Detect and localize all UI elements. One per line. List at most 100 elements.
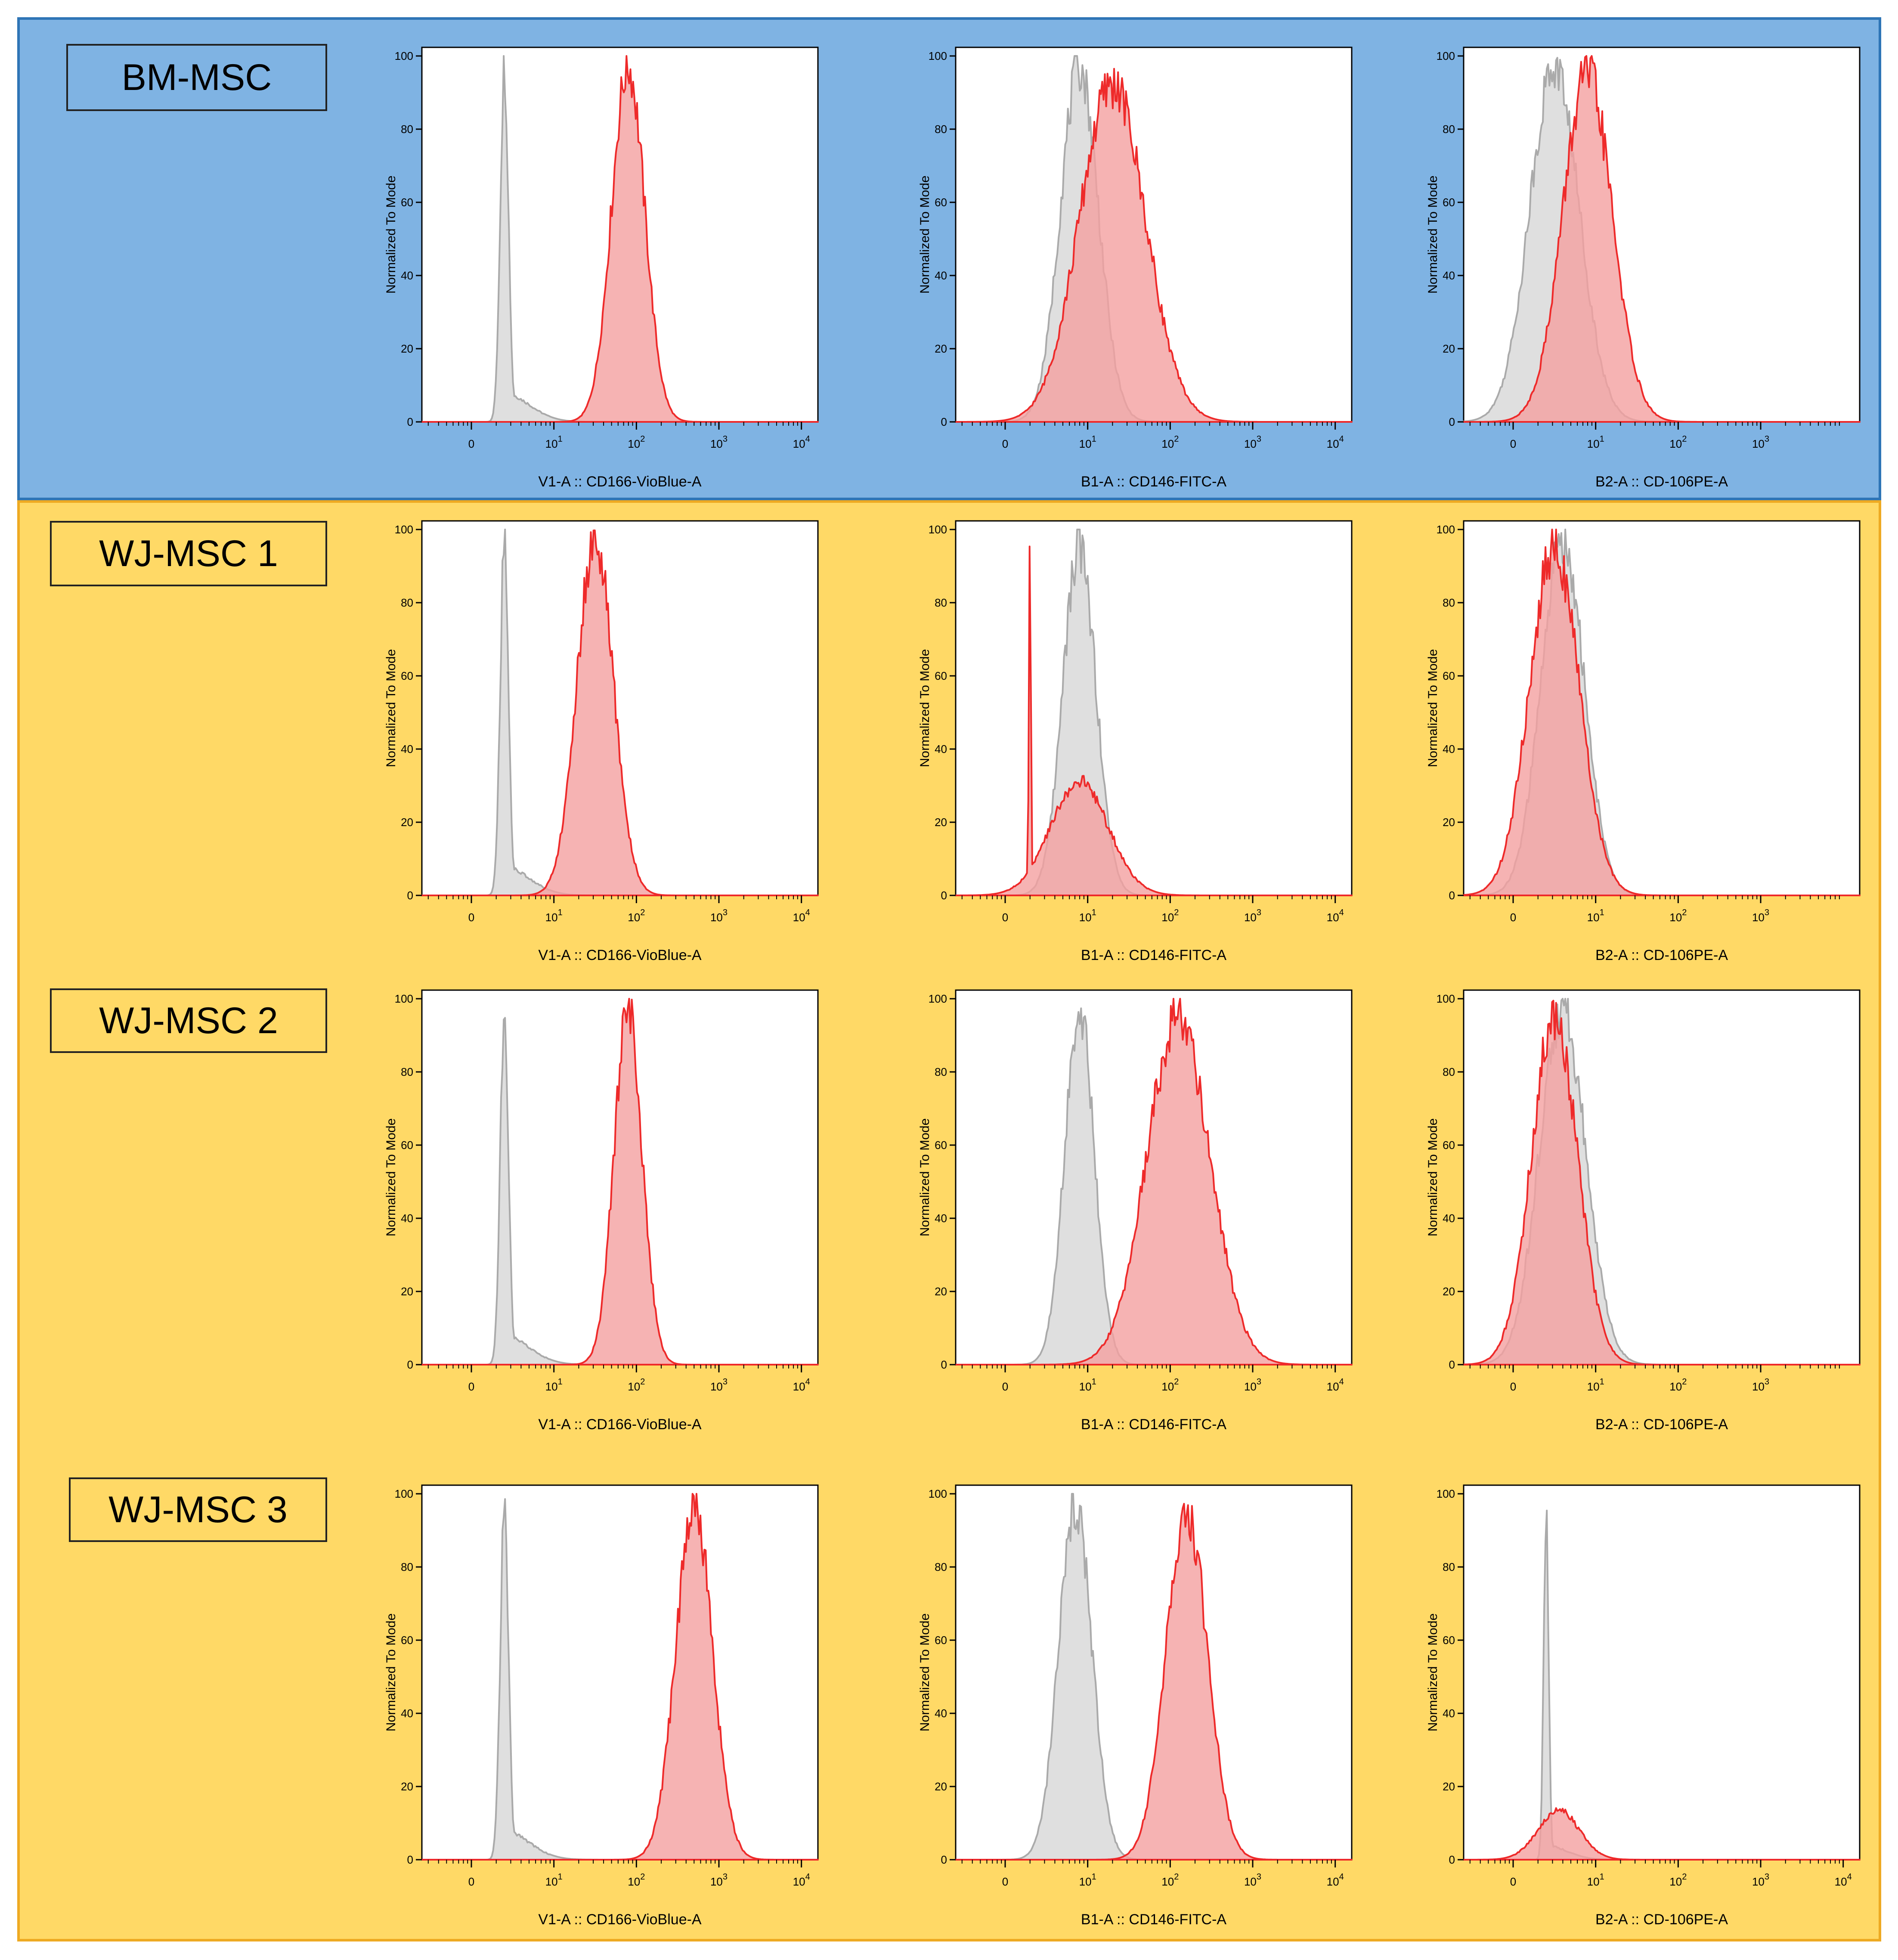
row-label-text: BM-MSC bbox=[121, 56, 272, 98]
x-tick-label: 103 bbox=[1244, 1377, 1261, 1393]
x-axis-label: B2-A :: CD-106PE-A bbox=[1595, 1416, 1728, 1433]
y-tick-label: 20 bbox=[935, 1780, 947, 1793]
y-tick-label: 20 bbox=[935, 342, 947, 355]
y-tick-label: 80 bbox=[935, 123, 947, 136]
y-tick-label: 40 bbox=[401, 269, 413, 282]
x-tick-label: 101 bbox=[1079, 908, 1096, 924]
y-axis-label: Normalized To Mode bbox=[918, 1613, 932, 1732]
sample-histogram bbox=[1463, 1000, 1861, 1365]
x-tick-label: 104 bbox=[1327, 1377, 1344, 1393]
x-tick-label: 101 bbox=[545, 1872, 563, 1888]
y-tick-label: 40 bbox=[1443, 743, 1455, 756]
y-tick-label: 40 bbox=[935, 269, 947, 282]
y-axis-label: Normalized To Mode bbox=[918, 1118, 932, 1237]
y-tick-label: 100 bbox=[929, 1487, 947, 1500]
x-tick-label: 104 bbox=[1327, 908, 1344, 924]
y-tick-label: 100 bbox=[1437, 523, 1455, 536]
x-tick-label: 103 bbox=[710, 1377, 728, 1393]
x-tick-label: 101 bbox=[1587, 908, 1604, 924]
plot-area bbox=[1463, 1484, 1861, 1861]
x-tick-label: 0 bbox=[1002, 1875, 1008, 1888]
y-tick-label: 20 bbox=[1443, 342, 1455, 355]
x-tick-label: 104 bbox=[1835, 1872, 1852, 1888]
x-axis-label: B2-A :: CD-106PE-A bbox=[1595, 1911, 1728, 1928]
sample-histogram bbox=[421, 529, 819, 896]
x-tick-label: 101 bbox=[1079, 1872, 1096, 1888]
x-axis-label: B1-A :: CD146-FITC-A bbox=[1081, 1416, 1227, 1433]
y-axis-label: Normalized To Mode bbox=[1426, 1118, 1440, 1237]
row-label-bm-msc: BM-MSC bbox=[66, 44, 327, 111]
y-tick-label: 80 bbox=[1443, 123, 1455, 136]
x-tick-label: 101 bbox=[545, 434, 563, 450]
y-tick-label: 0 bbox=[407, 1358, 413, 1371]
x-tick-label: 102 bbox=[628, 1872, 645, 1888]
x-tick-label: 0 bbox=[1510, 1380, 1516, 1393]
x-tick-label: 0 bbox=[1002, 437, 1008, 450]
x-axis-label: V1-A :: CD166-VioBlue-A bbox=[538, 947, 702, 963]
x-tick-label: 103 bbox=[1244, 1872, 1261, 1888]
x-tick-label: 103 bbox=[710, 1872, 728, 1888]
x-axis-label: B2-A :: CD-106PE-A bbox=[1595, 474, 1728, 490]
y-tick-label: 20 bbox=[401, 816, 413, 829]
x-tick-label: 103 bbox=[1752, 434, 1769, 450]
x-tick-label: 101 bbox=[545, 1377, 563, 1393]
sample-histogram bbox=[421, 998, 819, 1365]
y-tick-label: 40 bbox=[935, 1707, 947, 1720]
y-axis-label: Normalized To Mode bbox=[384, 176, 398, 294]
y-tick-label: 0 bbox=[407, 889, 413, 902]
y-tick-label: 80 bbox=[935, 1561, 947, 1573]
y-tick-label: 20 bbox=[1443, 816, 1455, 829]
y-tick-label: 60 bbox=[935, 1634, 947, 1647]
x-tick-label: 102 bbox=[1161, 1872, 1179, 1888]
x-tick-label: 101 bbox=[1587, 434, 1604, 450]
plot-area bbox=[421, 1484, 819, 1861]
row-label-text: WJ-MSC 1 bbox=[99, 533, 278, 574]
y-tick-label: 40 bbox=[401, 743, 413, 756]
y-axis-label: Normalized To Mode bbox=[384, 1118, 398, 1237]
y-tick-label: 60 bbox=[935, 669, 947, 682]
sample-histogram bbox=[955, 545, 1353, 896]
x-tick-label: 0 bbox=[1002, 911, 1008, 924]
y-tick-label: 60 bbox=[935, 1139, 947, 1152]
y-tick-label: 80 bbox=[935, 596, 947, 609]
y-tick-label: 60 bbox=[1443, 196, 1455, 209]
y-tick-label: 20 bbox=[401, 1780, 413, 1793]
y-tick-label: 80 bbox=[1443, 596, 1455, 609]
y-tick-label: 40 bbox=[935, 1212, 947, 1225]
x-tick-label: 102 bbox=[628, 908, 645, 924]
x-tick-label: 104 bbox=[1327, 1872, 1344, 1888]
y-axis-label: Normalized To Mode bbox=[1426, 1613, 1440, 1732]
x-tick-label: 0 bbox=[1510, 437, 1516, 450]
y-axis-label: Normalized To Mode bbox=[384, 649, 398, 768]
y-tick-label: 80 bbox=[935, 1065, 947, 1078]
sample-histogram bbox=[955, 1503, 1353, 1861]
x-tick-label: 104 bbox=[793, 1872, 810, 1888]
x-tick-label: 104 bbox=[1327, 434, 1344, 450]
x-tick-label: 0 bbox=[468, 437, 474, 450]
sample-histogram bbox=[1463, 1807, 1861, 1861]
x-tick-label: 102 bbox=[1161, 1377, 1179, 1393]
x-tick-label: 102 bbox=[1669, 434, 1687, 450]
y-tick-label: 60 bbox=[1443, 669, 1455, 682]
y-tick-label: 60 bbox=[401, 1139, 413, 1152]
y-tick-label: 100 bbox=[395, 50, 413, 62]
y-tick-label: 60 bbox=[401, 1634, 413, 1647]
x-tick-label: 102 bbox=[1669, 1872, 1687, 1888]
x-tick-label: 0 bbox=[1510, 1875, 1516, 1888]
x-tick-label: 103 bbox=[1752, 1872, 1769, 1888]
y-tick-label: 0 bbox=[1449, 1358, 1455, 1371]
y-tick-label: 100 bbox=[929, 523, 947, 536]
x-axis-label: V1-A :: CD166-VioBlue-A bbox=[538, 1911, 702, 1928]
y-axis-label: Normalized To Mode bbox=[1426, 176, 1440, 294]
y-tick-label: 20 bbox=[935, 1285, 947, 1298]
x-tick-label: 103 bbox=[1244, 908, 1261, 924]
x-tick-label: 103 bbox=[1752, 908, 1769, 924]
y-tick-label: 0 bbox=[941, 889, 947, 902]
y-tick-label: 0 bbox=[407, 1853, 413, 1866]
x-tick-label: 103 bbox=[710, 908, 728, 924]
